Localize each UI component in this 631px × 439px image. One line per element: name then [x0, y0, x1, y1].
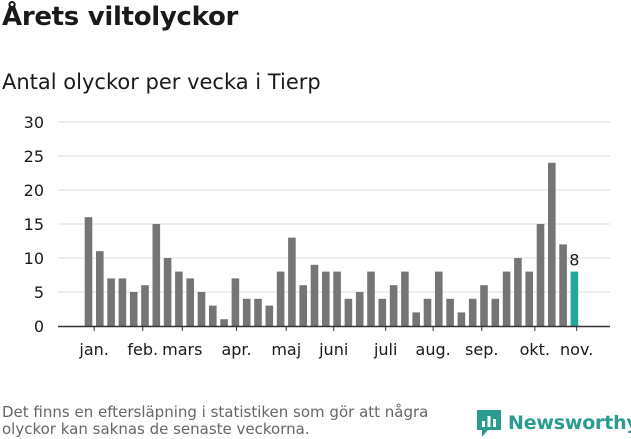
bar — [333, 271, 341, 326]
bar — [559, 244, 567, 326]
bar — [367, 271, 375, 326]
bar — [107, 278, 115, 326]
bar — [435, 271, 443, 326]
bar — [197, 292, 206, 326]
bar — [118, 278, 127, 326]
bar — [231, 278, 240, 326]
bar — [457, 312, 466, 326]
bar — [548, 162, 556, 326]
y-tick-label: 10 — [24, 249, 44, 268]
bar — [502, 271, 511, 326]
data-label: 8 — [569, 251, 579, 270]
x-tick-label: aug. — [416, 340, 451, 359]
x-tick-label: juli — [373, 340, 397, 359]
x-tick-label: mars — [162, 340, 202, 359]
highlight-bar — [570, 271, 579, 326]
footnote: Det finns en eftersläpning i statistiken… — [2, 403, 429, 438]
bar — [355, 292, 364, 326]
bar — [209, 305, 217, 326]
bar — [141, 285, 149, 326]
bar — [344, 298, 353, 326]
bar — [163, 258, 172, 326]
bar — [536, 224, 545, 326]
x-tick-label: maj — [271, 340, 301, 359]
bar — [299, 285, 307, 326]
bar — [389, 285, 398, 326]
bar — [129, 292, 138, 326]
x-tick-label: sep. — [465, 340, 498, 359]
bar — [152, 224, 161, 326]
x-tick-label: nov. — [560, 340, 593, 359]
bar — [288, 237, 296, 326]
y-tick-label: 0 — [34, 317, 44, 336]
x-tick-label: juni — [318, 340, 348, 359]
bar — [322, 271, 330, 326]
x-tick-label: feb. — [127, 340, 158, 359]
chart-title: Årets viltolyckor — [2, 2, 239, 32]
bar — [242, 298, 251, 326]
bar — [220, 319, 228, 326]
bar — [401, 271, 409, 326]
bar — [378, 298, 387, 326]
bar — [186, 278, 194, 326]
brand-name: Newsworthy — [508, 412, 631, 434]
newsworthy-logo-icon — [477, 410, 501, 437]
bar — [265, 305, 274, 326]
bar — [254, 298, 262, 326]
y-tick-label: 30 — [24, 113, 44, 132]
bar — [446, 298, 454, 326]
bar — [491, 298, 500, 326]
x-tick-label: apr. — [221, 340, 251, 359]
bar — [525, 271, 533, 326]
chart-subtitle: Antal olyckor per vecka i Tierp — [2, 70, 321, 94]
bar — [175, 271, 183, 326]
bar — [480, 285, 488, 326]
bar-chart: 0 5 10 15 20 25 30 8 jan. feb. mars apr. maj juni juli… — [24, 113, 610, 359]
bar — [514, 258, 522, 326]
brand[interactable]: Newsworthy — [476, 408, 631, 438]
bar — [468, 298, 477, 326]
y-tick-label: 5 — [34, 283, 44, 302]
y-tick-label: 20 — [24, 181, 44, 200]
bar — [96, 251, 104, 326]
y-tick-label: 25 — [24, 147, 44, 166]
y-tick-label: 15 — [24, 215, 44, 234]
bar — [412, 312, 420, 326]
bar — [276, 271, 285, 326]
bar — [423, 298, 432, 326]
bar — [84, 217, 93, 326]
x-tick-label: okt. — [520, 340, 550, 359]
x-tick-label: jan. — [78, 340, 108, 359]
bar — [310, 264, 319, 326]
